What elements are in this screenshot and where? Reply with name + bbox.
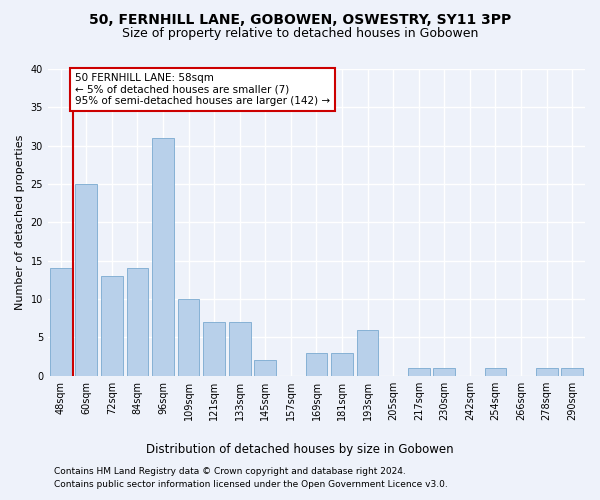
Bar	[562, 368, 583, 376]
Bar	[331, 353, 353, 376]
Text: 50, FERNHILL LANE, GOBOWEN, OSWESTRY, SY11 3PP: 50, FERNHILL LANE, GOBOWEN, OSWESTRY, SY…	[89, 12, 511, 26]
Bar	[50, 268, 71, 376]
Text: Size of property relative to detached houses in Gobowen: Size of property relative to detached ho…	[122, 28, 478, 40]
Bar	[127, 268, 148, 376]
Bar	[357, 330, 379, 376]
Bar	[76, 184, 97, 376]
Bar	[485, 368, 506, 376]
Bar	[433, 368, 455, 376]
Text: Contains HM Land Registry data © Crown copyright and database right 2024.: Contains HM Land Registry data © Crown c…	[54, 468, 406, 476]
Text: 50 FERNHILL LANE: 58sqm
← 5% of detached houses are smaller (7)
95% of semi-deta: 50 FERNHILL LANE: 58sqm ← 5% of detached…	[75, 73, 330, 106]
Bar	[203, 322, 225, 376]
Bar	[101, 276, 123, 376]
Bar	[152, 138, 174, 376]
Bar	[229, 322, 251, 376]
Bar	[178, 299, 199, 376]
Text: Distribution of detached houses by size in Gobowen: Distribution of detached houses by size …	[146, 442, 454, 456]
Y-axis label: Number of detached properties: Number of detached properties	[15, 134, 25, 310]
Bar	[408, 368, 430, 376]
Bar	[254, 360, 276, 376]
Bar	[536, 368, 557, 376]
Text: Contains public sector information licensed under the Open Government Licence v3: Contains public sector information licen…	[54, 480, 448, 489]
Bar	[305, 353, 328, 376]
